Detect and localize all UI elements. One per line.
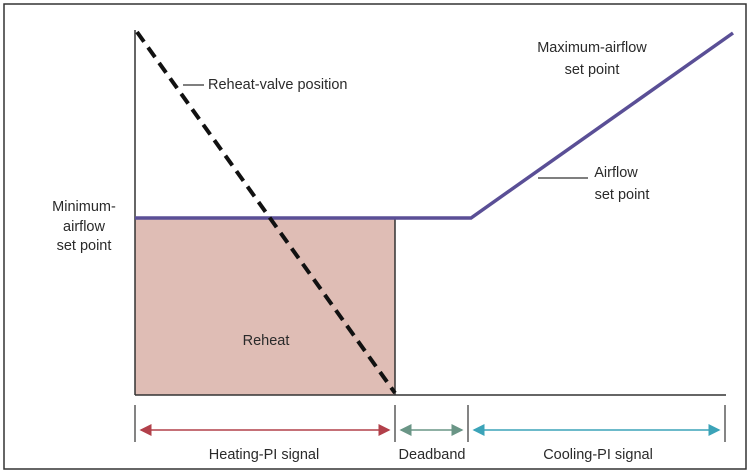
label: set point — [565, 62, 620, 78]
label: Minimum- — [52, 199, 116, 215]
airflow-line — [135, 31, 735, 220]
label: set point — [57, 238, 112, 254]
signal-label: Deadband — [399, 447, 466, 463]
label: Maximum-airflow — [537, 40, 647, 56]
signal-label: Cooling-PI signal — [543, 447, 653, 463]
label: set point — [595, 187, 650, 203]
reheat-valve-line — [135, 30, 397, 395]
label: Airflow — [594, 165, 638, 181]
range-ticks — [134, 405, 726, 442]
label: Reheat — [243, 333, 290, 349]
label: airflow — [63, 219, 105, 235]
signal-label: Heating-PI signal — [209, 447, 319, 463]
label: Reheat-valve position — [208, 77, 347, 93]
reheat-area — [135, 218, 395, 395]
